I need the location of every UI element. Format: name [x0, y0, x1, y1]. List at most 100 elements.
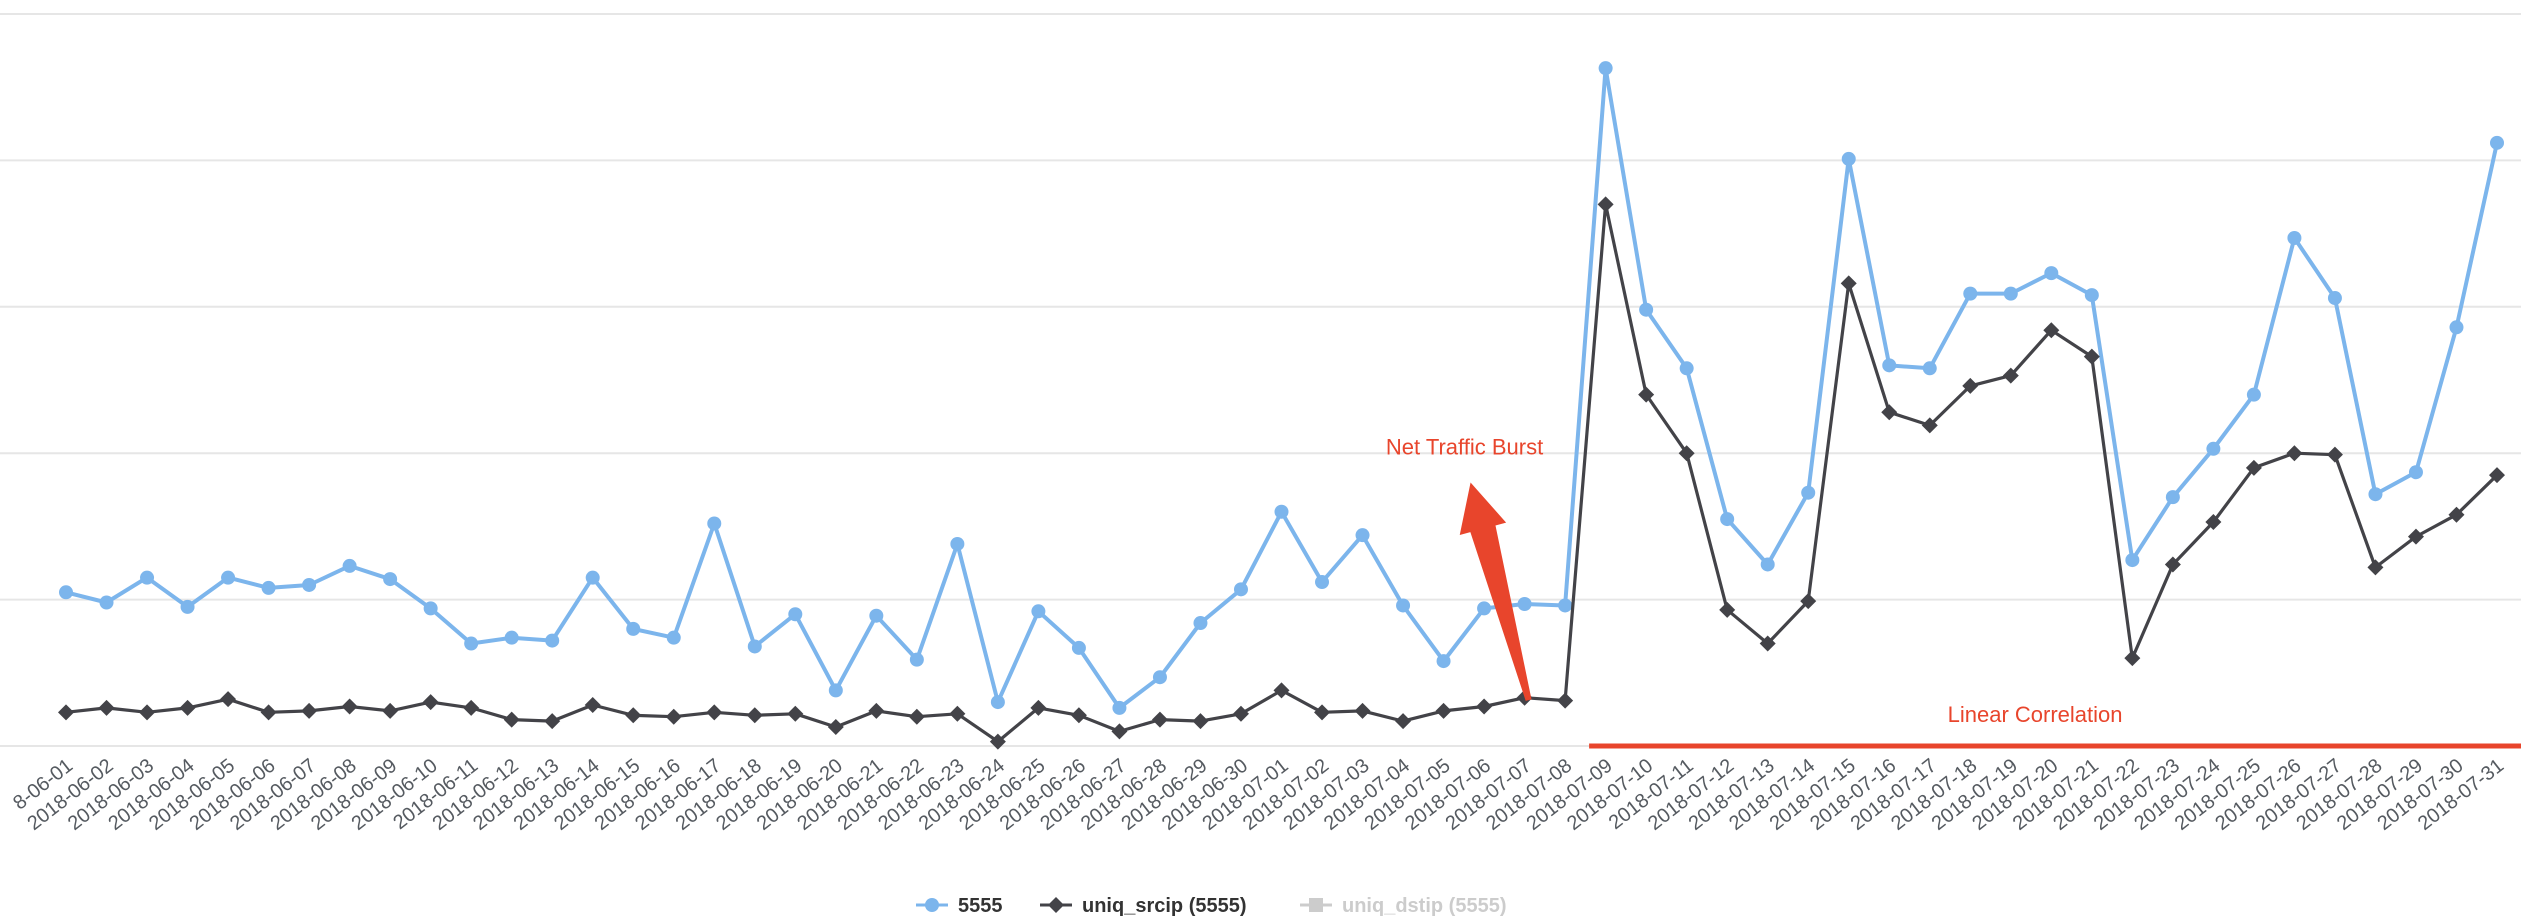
data-point — [261, 580, 276, 595]
data-point — [1395, 713, 1412, 730]
data-point — [58, 704, 74, 721]
arrow-shape — [1459, 482, 1532, 701]
data-point — [2084, 288, 2099, 303]
data-point — [1720, 512, 1735, 527]
data-point — [707, 516, 722, 531]
data-point — [828, 683, 843, 698]
data-point — [706, 704, 723, 721]
data-point — [1963, 286, 1978, 301]
data-point — [1800, 593, 1817, 610]
data-point — [2124, 650, 2141, 667]
data-point — [1030, 699, 1047, 716]
data-point — [2449, 320, 2464, 335]
data-point — [140, 570, 155, 585]
data-point — [787, 705, 804, 722]
legend-item-0: 5555 — [916, 895, 1003, 917]
data-point — [585, 570, 600, 585]
data-point — [1517, 596, 1532, 611]
data-point — [949, 705, 966, 722]
annotation-linear-correlation: Linear Correlation — [1948, 702, 2123, 727]
legend-item-1: uniq_srcip (5555) — [1040, 895, 1247, 917]
data-point — [1801, 485, 1816, 500]
data-point — [2286, 445, 2303, 462]
data-point — [1354, 702, 1371, 719]
data-point — [2448, 506, 2465, 523]
data-point — [950, 536, 965, 551]
data-point — [1477, 601, 1492, 616]
data-point — [2002, 367, 2019, 384]
legend-marker — [925, 898, 939, 912]
data-point — [302, 577, 317, 592]
data-point — [2327, 291, 2342, 306]
data-point — [827, 718, 844, 735]
data-point — [909, 652, 924, 667]
data-point — [221, 570, 236, 585]
data-point — [1435, 702, 1452, 719]
data-point — [1192, 713, 1209, 730]
data-point — [1921, 417, 1938, 434]
data-point — [2287, 230, 2302, 245]
data-point — [1193, 616, 1208, 631]
data-point — [544, 713, 561, 730]
data-point — [2326, 446, 2343, 463]
data-point — [1759, 635, 1776, 652]
data-point — [1273, 682, 1290, 699]
data-point — [1881, 404, 1898, 421]
data-point — [666, 630, 681, 645]
data-point — [665, 708, 682, 725]
data-point — [2043, 322, 2060, 339]
annotation-layer: Net Traffic Burst Linear Correlation — [1386, 434, 2521, 749]
data-point — [463, 699, 480, 716]
data-point — [1719, 601, 1736, 618]
data-point — [422, 694, 439, 711]
data-point — [2408, 465, 2423, 480]
data-point — [2490, 135, 2504, 150]
data-point — [1315, 575, 1330, 590]
data-point — [2407, 528, 2424, 545]
data-point — [1151, 711, 1168, 728]
data-point — [989, 733, 1006, 750]
data-point — [1476, 698, 1493, 715]
data-point — [1679, 361, 1694, 376]
data-point — [1841, 151, 1856, 166]
data-point — [383, 572, 398, 587]
data-point — [908, 708, 925, 725]
data-point — [626, 621, 641, 636]
legend-label: 5555 — [958, 895, 1003, 917]
data-point — [1760, 557, 1775, 572]
data-point — [1355, 528, 1370, 543]
data-point — [2245, 459, 2262, 476]
legend: 5555 uniq_srcip (5555) uniq_dstip (5555) — [916, 895, 1506, 917]
data-point — [139, 704, 156, 721]
data-point — [1597, 196, 1614, 213]
data-point — [747, 639, 762, 654]
data-point — [869, 608, 884, 623]
data-point — [1111, 723, 1128, 740]
data-point — [1557, 692, 1574, 709]
data-point — [2205, 514, 2222, 531]
data-point — [1598, 61, 1613, 76]
data-point — [584, 697, 601, 714]
series-0 — [59, 61, 2504, 715]
legend-marker — [1309, 898, 1323, 912]
data-point — [2367, 559, 2384, 576]
data-point — [98, 699, 115, 716]
data-point — [990, 695, 1005, 710]
data-point — [2003, 286, 2018, 301]
legend-item-2: uniq_dstip (5555) — [1300, 895, 1506, 917]
data-point — [423, 601, 438, 616]
data-point — [1638, 386, 1655, 403]
data-point — [301, 702, 318, 719]
data-point — [59, 585, 73, 600]
series-layer — [58, 61, 2505, 750]
data-point — [1070, 707, 1087, 724]
data-point — [788, 607, 803, 622]
burst-arrow — [1459, 482, 1532, 701]
data-point — [746, 707, 763, 724]
data-point — [1274, 504, 1289, 519]
data-point — [2246, 387, 2261, 402]
data-point — [179, 699, 196, 716]
data-point — [1071, 640, 1086, 655]
data-point — [1840, 275, 1857, 292]
